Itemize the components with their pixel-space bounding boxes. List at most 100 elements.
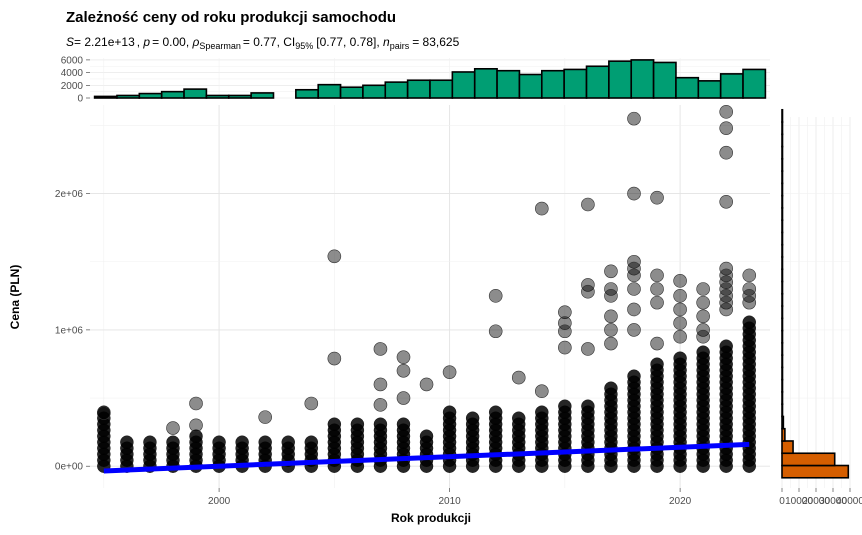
x-histogram-bar	[563, 68, 588, 99]
scatter-point	[581, 197, 595, 212]
x-histogram-bar	[116, 94, 141, 99]
y-axis-label: Cena (PLN)	[8, 265, 22, 330]
x-histogram-bar	[496, 69, 521, 99]
x-histogram-bar	[675, 76, 700, 99]
price-column-2002	[258, 435, 272, 473]
price-column-2009	[419, 429, 434, 473]
scatter-point	[189, 429, 203, 443]
right-histogram-tick-label: 30000	[819, 496, 847, 507]
y-histogram-bar	[781, 354, 784, 369]
y-histogram-bar	[781, 342, 784, 356]
right-histogram-tick-label: 40000	[836, 496, 862, 507]
scatter-point	[419, 377, 434, 392]
subtitle-s-value: = 2.21e+13	[74, 35, 135, 49]
price-column-2010	[442, 405, 457, 473]
scatter-point	[673, 289, 687, 303]
price-column-2023	[742, 315, 756, 473]
scatter-point	[673, 351, 687, 365]
x-histogram-bar	[742, 68, 767, 99]
scatter-point	[742, 315, 756, 329]
scatter-point	[696, 329, 710, 344]
top-histogram-tick-label: 0	[77, 94, 83, 105]
scatter-point	[742, 295, 757, 310]
scatter-point	[534, 384, 549, 399]
price-column-2000	[212, 435, 226, 473]
y-histogram-bar	[781, 317, 784, 332]
scatter-point	[719, 105, 734, 119]
y-histogram-bar	[781, 182, 784, 197]
x-histogram-bar	[473, 67, 498, 99]
scatter-point	[396, 350, 411, 364]
scatter-point	[696, 323, 710, 337]
scatter-point	[350, 417, 365, 431]
scatter-point	[627, 111, 641, 126]
scatter-point	[581, 278, 595, 292]
scatter-point	[235, 435, 249, 449]
scatter-point	[673, 302, 687, 317]
subtitle-n-label: n	[383, 35, 390, 49]
scatter-point	[719, 275, 734, 289]
scatter-point	[650, 268, 664, 283]
x-histogram-bar	[697, 80, 722, 99]
scatter-point	[281, 435, 295, 449]
y-histogram-bar	[781, 170, 784, 185]
price-column-2011	[465, 411, 480, 473]
price-column-2021	[696, 345, 710, 473]
subtitle-ci-value: [0.77, 0.78]	[316, 35, 376, 49]
scatter-point	[304, 396, 319, 411]
x-histogram-bar	[429, 79, 454, 99]
price-column-2006	[350, 417, 365, 473]
top-histogram-y-ticks: 0 2000 4000 6000	[61, 55, 90, 105]
x-histogram-bar	[138, 92, 163, 99]
scatter-point	[327, 351, 342, 366]
scatter-point	[120, 435, 134, 449]
scatter-point	[373, 342, 388, 356]
x-histogram-bar	[250, 92, 275, 99]
y-histogram-bar	[781, 366, 784, 381]
subtitle-rho-symbol: ρ	[191, 35, 199, 49]
y-histogram-bar	[781, 194, 784, 209]
scatter-point	[627, 323, 641, 337]
scatter-point	[696, 295, 710, 310]
y-histogram-bar	[781, 268, 784, 283]
scatter-point	[373, 377, 388, 392]
x-histogram-bar	[317, 83, 342, 99]
x-histogram-bar	[406, 79, 431, 99]
scatter-point	[581, 342, 595, 356]
scatter-point	[258, 435, 272, 449]
x-histogram-bar	[451, 71, 476, 99]
y-histogram-bar	[781, 158, 784, 172]
y-histogram-bar	[781, 305, 784, 320]
y-histogram-bar	[781, 207, 784, 221]
x-axis-ticks: 2000 2010 2020	[208, 488, 692, 507]
top-histogram-tick-label: 4000	[61, 68, 84, 79]
y-histogram-bar	[781, 415, 785, 430]
scatter-point	[604, 264, 618, 279]
price-column-1995	[97, 405, 111, 473]
price-column-2022	[719, 339, 733, 473]
scatter-point	[696, 282, 710, 296]
y-histogram-bar	[781, 329, 784, 344]
y-histogram-bar	[781, 243, 784, 258]
y-tick-label: 1e+06	[55, 325, 84, 336]
scatter-point	[396, 363, 411, 378]
y-histogram-bar	[781, 452, 836, 467]
x-histogram-bar	[652, 61, 677, 99]
scatter-point	[719, 194, 734, 209]
x-histogram-bar	[384, 81, 409, 99]
scatter-point	[673, 274, 687, 288]
x-histogram-bar	[630, 59, 655, 99]
price-column-2016	[581, 399, 595, 473]
price-column-2014	[535, 405, 549, 473]
x-histogram-bar	[160, 90, 185, 99]
scatter-point	[396, 417, 411, 431]
scatter-point	[604, 282, 618, 296]
scatter-point	[558, 340, 572, 355]
x-histogram-bar	[362, 84, 387, 99]
scatter-point	[581, 284, 595, 299]
scatter-point	[558, 324, 572, 339]
scatter-point	[719, 261, 734, 276]
subtitle-p-value: = 0.00	[152, 35, 186, 49]
x-histogram-bar	[205, 94, 230, 99]
subtitle-s-label: S	[66, 35, 74, 49]
